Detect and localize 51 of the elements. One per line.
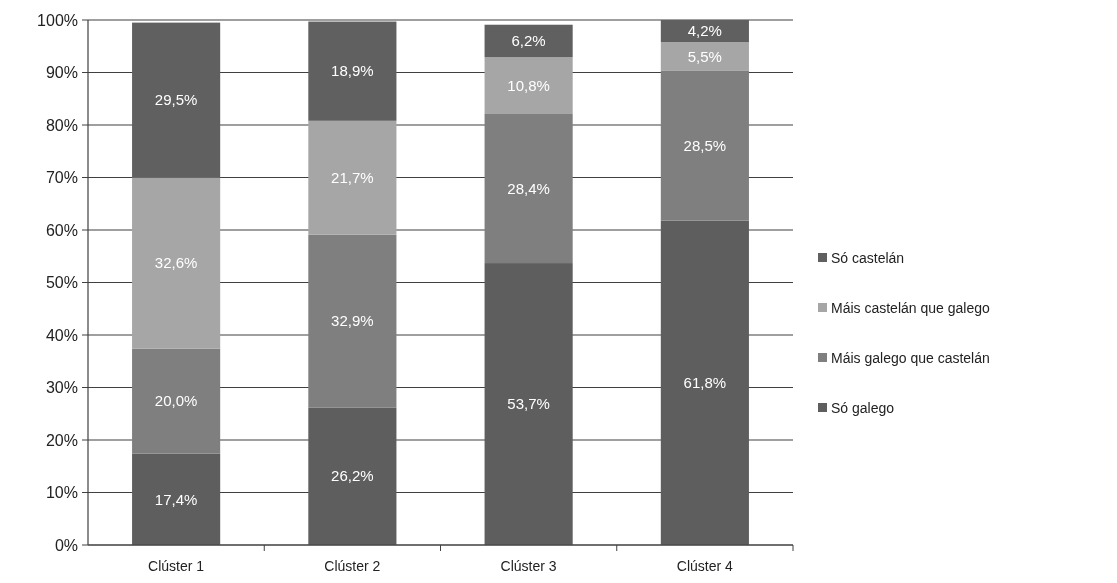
x-tick-label: Clúster 2 <box>324 558 381 574</box>
bar <box>660 42 749 71</box>
y-tick-label: 10% <box>45 484 78 502</box>
data-label: 5,5% <box>687 47 722 65</box>
y-tick-label: 60% <box>45 221 78 239</box>
bar <box>132 453 221 545</box>
bar <box>484 24 573 58</box>
x-tick-label: Clúster 3 <box>500 558 557 574</box>
legend-label: Máis castelán que galego <box>831 299 990 316</box>
bar <box>132 348 221 454</box>
bar <box>308 21 397 121</box>
bar <box>660 220 749 545</box>
data-label: 61,8% <box>683 374 727 392</box>
data-label: 18,9% <box>331 62 374 80</box>
legend-label: Só castelán <box>831 249 905 266</box>
data-label: 26,2% <box>331 467 374 485</box>
bar <box>484 263 573 545</box>
data-label: 10,8% <box>507 76 550 94</box>
data-label: 21,7% <box>331 169 374 187</box>
data-label: 32,6% <box>154 254 198 272</box>
y-tick-label: 90% <box>45 64 78 82</box>
legend-label: Máis galego que castelán <box>831 349 990 366</box>
data-label: 28,5% <box>683 136 727 154</box>
y-tick-label: 0% <box>54 536 78 554</box>
bar <box>660 70 749 221</box>
y-tick-label: 50% <box>45 274 78 292</box>
bar <box>308 407 397 545</box>
x-tick-label: Clúster 4 <box>676 558 734 574</box>
y-tick-label: 70% <box>45 169 78 187</box>
bar <box>132 22 221 178</box>
data-label: 20,0% <box>154 392 198 410</box>
y-tick-label: 30% <box>45 379 78 397</box>
data-label: 4,2% <box>687 22 722 40</box>
y-tick-label: 100% <box>37 11 78 29</box>
bar <box>484 57 573 114</box>
y-tick-label: 80% <box>45 116 78 134</box>
data-label: 17,4% <box>154 490 198 508</box>
x-tick-label: Clúster 1 <box>148 558 205 574</box>
data-label: 28,4% <box>507 179 550 197</box>
data-label: 29,5% <box>154 91 198 109</box>
bar <box>132 177 221 349</box>
y-tick-label: 40% <box>45 326 78 344</box>
bar <box>660 20 749 43</box>
legend-label: Só galego <box>831 399 895 416</box>
data-label: 53,7% <box>507 395 550 413</box>
bar <box>484 113 573 264</box>
y-tick-label: 20% <box>45 431 78 449</box>
bar <box>308 234 397 408</box>
data-label: 32,9% <box>331 312 374 330</box>
bar <box>308 120 397 235</box>
data-label: 6,2% <box>511 32 546 50</box>
